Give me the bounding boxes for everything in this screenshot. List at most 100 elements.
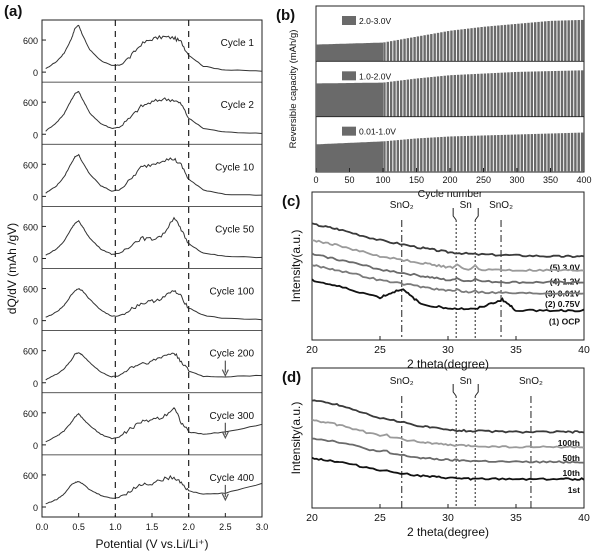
bar [520, 23, 523, 62]
series-line [45, 153, 263, 196]
bar [580, 132, 584, 172]
bar [477, 27, 480, 62]
cycle-label: Cycle 50 [215, 224, 254, 235]
bar [487, 135, 490, 172]
bar [550, 71, 554, 117]
panel-label-d: (d) [282, 369, 301, 386]
bar [570, 132, 574, 172]
bar [436, 32, 440, 62]
bar [420, 78, 423, 117]
cycle-label: Cycle 200 [210, 349, 255, 360]
series-line [45, 90, 263, 134]
bar [470, 135, 473, 172]
bar [460, 74, 463, 117]
bar [386, 41, 389, 62]
bar [483, 73, 487, 117]
bar [430, 34, 433, 62]
bar [460, 136, 463, 172]
bar [490, 26, 493, 62]
bar [530, 71, 534, 117]
bar [440, 76, 443, 117]
cycle-label: Cycle 300 [210, 411, 255, 422]
bar [423, 137, 426, 172]
bar [554, 133, 557, 172]
panel-label-c: (c) [282, 193, 300, 210]
bar [574, 70, 577, 117]
pattern-label: (1) OCP [549, 316, 581, 326]
bar [403, 139, 406, 172]
bar [450, 136, 453, 172]
bar [450, 75, 453, 117]
bar [393, 40, 396, 62]
bar [386, 140, 389, 172]
bar [503, 134, 507, 172]
bar [503, 24, 507, 62]
bar [420, 35, 423, 62]
x-tick-label: 200 [442, 175, 457, 185]
bar [446, 31, 450, 62]
bar [517, 134, 520, 172]
bar [497, 72, 500, 117]
bar [570, 70, 574, 117]
bar [416, 36, 420, 62]
x-tick-label: 400 [576, 175, 591, 185]
y-tick-label: 0 [33, 192, 38, 202]
pattern-label: 50th [563, 453, 580, 463]
bar [477, 135, 480, 172]
ref-label-sn: Sn [460, 376, 472, 387]
bar [550, 20, 554, 62]
bar [416, 138, 420, 172]
xrd-pattern [311, 456, 585, 481]
bar [554, 20, 557, 62]
bar [487, 73, 490, 117]
chart-c: SnO₂ Sn SnO₂(5) 3.0V(4) 1.2V(3) 0.01V(2) 0… [289, 191, 590, 371]
legend-label: 1.0-2.0V [359, 71, 391, 81]
bar [456, 29, 460, 62]
bar [547, 21, 550, 62]
y-axis-label: dQ/dV (mAh /gV) [5, 223, 19, 314]
bar [399, 139, 403, 172]
bar [473, 135, 477, 172]
bar [453, 136, 456, 172]
bar [570, 20, 574, 62]
series-line [45, 288, 263, 321]
bar [396, 140, 400, 172]
bar [547, 133, 550, 172]
y-tick-label: 0 [33, 130, 38, 140]
bar [523, 134, 527, 172]
bar [466, 74, 470, 117]
y-tick-label: 600 [23, 222, 38, 232]
xrd-pattern [311, 437, 585, 464]
y-axis-label: Intensity(a.u.) [289, 230, 303, 303]
x-tick-label: 30 [442, 344, 454, 356]
bar [426, 77, 430, 117]
bar [430, 137, 433, 172]
xrd-pattern [311, 252, 585, 285]
legend-label: 2.0-3.0V [359, 16, 391, 26]
bar [527, 71, 530, 117]
bar [383, 42, 386, 62]
series-line [45, 474, 263, 505]
bar [403, 38, 406, 62]
bar [540, 71, 544, 117]
bar [530, 22, 534, 62]
bar [537, 71, 540, 117]
y-axis-label: Intensity(a.u.) [289, 402, 303, 475]
bar [560, 20, 564, 62]
x-tick-label: 30 [442, 512, 454, 524]
y-tick-label: 600 [23, 36, 38, 46]
cycle-label: Cycle 1 [221, 38, 255, 49]
series-line [45, 216, 263, 259]
bar [436, 76, 440, 117]
x-tick-label: 0.5 [72, 522, 85, 532]
bar [413, 138, 416, 172]
bar [493, 72, 497, 117]
bar [567, 20, 570, 62]
bar [410, 138, 413, 172]
bar [523, 23, 527, 62]
bar [503, 72, 507, 117]
bar [399, 80, 403, 117]
arrow-head [221, 431, 229, 440]
ref-label-sno2: SnO₂ [390, 200, 414, 211]
bar [533, 22, 537, 62]
